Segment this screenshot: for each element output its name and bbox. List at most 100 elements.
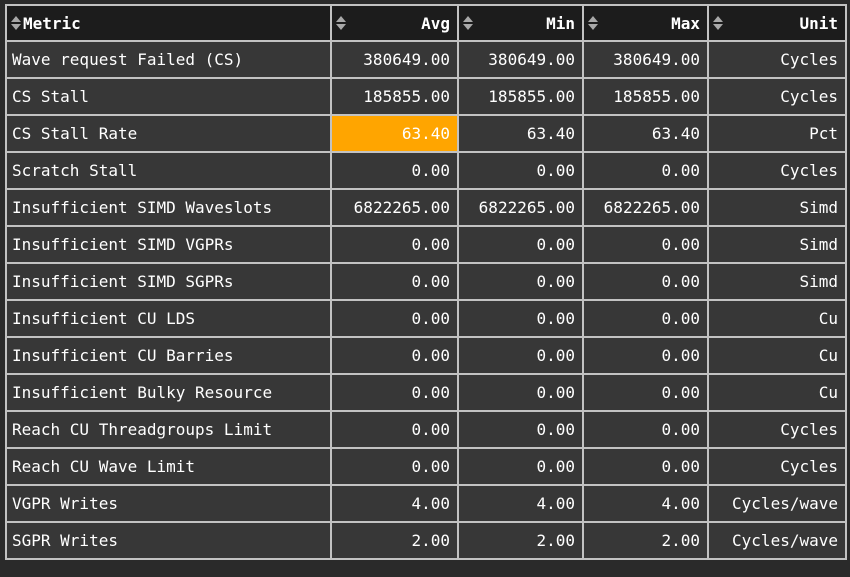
unit-cell[interactable]: Cycles/wave (707, 521, 847, 560)
metric-cell[interactable]: SGPR Writes (5, 521, 332, 560)
table-row: Reach CU Threadgroups Limit 0.00 0.00 0.00 C… (5, 410, 847, 449)
max-cell[interactable]: 6822265.00 (582, 188, 709, 227)
column-header-content: Avg (336, 14, 450, 33)
avg-cell[interactable]: 0.00 (330, 151, 459, 190)
min-cell[interactable]: 0.00 (457, 299, 584, 338)
column-header-min[interactable]: Min (457, 4, 584, 42)
column-header-max[interactable]: Max (582, 4, 709, 42)
metric-cell[interactable]: Reach CU Threadgroups Limit (5, 410, 332, 449)
metric-cell[interactable]: CS Stall Rate (5, 114, 332, 153)
avg-cell[interactable]: 185855.00 (330, 77, 459, 116)
unit-cell[interactable]: Cycles (707, 77, 847, 116)
max-cell[interactable]: 0.00 (582, 336, 709, 375)
max-cell[interactable]: 63.40 (582, 114, 709, 153)
min-cell[interactable]: 0.00 (457, 336, 584, 375)
min-cell[interactable]: 0.00 (457, 262, 584, 301)
avg-cell[interactable]: 0.00 (330, 336, 459, 375)
sort-arrows-icon[interactable] (11, 16, 21, 30)
min-cell[interactable]: 380649.00 (457, 40, 584, 79)
unit-cell[interactable]: Pct (707, 114, 847, 153)
metric-cell[interactable]: CS Stall (5, 77, 332, 116)
avg-cell[interactable]: 0.00 (330, 225, 459, 264)
unit-cell[interactable]: Cycles (707, 151, 847, 190)
sort-arrows-icon[interactable] (588, 16, 598, 30)
column-label: Unit (799, 13, 838, 33)
unit-cell[interactable]: Simd (707, 188, 847, 227)
avg-cell[interactable]: 0.00 (330, 262, 459, 301)
sort-arrows-icon[interactable] (336, 16, 346, 30)
max-cell[interactable]: 2.00 (582, 521, 709, 560)
table-row: Insufficient CU LDS 0.00 0.00 0.00 Cu (5, 299, 847, 338)
min-cell[interactable]: 0.00 (457, 373, 584, 412)
min-cell[interactable]: 185855.00 (457, 77, 584, 116)
max-cell[interactable]: 185855.00 (582, 77, 709, 116)
min-cell[interactable]: 0.00 (457, 151, 584, 190)
column-label: Metric (23, 13, 81, 33)
column-header-unit[interactable]: Unit (707, 4, 847, 42)
metric-cell[interactable]: Reach CU Wave Limit (5, 447, 332, 486)
min-cell[interactable]: 2.00 (457, 521, 584, 560)
table-row: Insufficient SIMD SGPRs 0.00 0.00 0.00 Simd (5, 262, 847, 301)
sort-up-arrow-icon (713, 16, 723, 22)
avg-cell[interactable]: 380649.00 (330, 40, 459, 79)
max-cell[interactable]: 0.00 (582, 447, 709, 486)
unit-cell[interactable]: Cycles (707, 447, 847, 486)
metric-cell[interactable]: Insufficient SIMD VGPRs (5, 225, 332, 264)
metric-cell[interactable]: Insufficient CU LDS (5, 299, 332, 338)
max-cell[interactable]: 0.00 (582, 262, 709, 301)
column-label: Avg (421, 13, 450, 33)
min-cell[interactable]: 0.00 (457, 447, 584, 486)
avg-cell[interactable]: 6822265.00 (330, 188, 459, 227)
sort-arrows-icon[interactable] (463, 16, 473, 30)
column-header-metric[interactable]: Metric (5, 4, 332, 42)
unit-cell[interactable]: Cycles (707, 410, 847, 449)
metrics-table: Metric Avg Min Max Unit Wave request Failed … (5, 4, 847, 560)
table-row: CS Stall 185855.00 185855.00 185855.00 Cycle… (5, 77, 847, 116)
table-row: VGPR Writes 4.00 4.00 4.00 Cycles/wave (5, 484, 847, 523)
metric-cell[interactable]: Insufficient SIMD Waveslots (5, 188, 332, 227)
unit-cell[interactable]: Cycles (707, 40, 847, 79)
max-cell[interactable]: 0.00 (582, 225, 709, 264)
avg-cell[interactable]: 2.00 (330, 521, 459, 560)
avg-cell[interactable]: 0.00 (330, 447, 459, 486)
min-cell[interactable]: 0.00 (457, 410, 584, 449)
unit-cell[interactable]: Cycles/wave (707, 484, 847, 523)
column-header-avg[interactable]: Avg (330, 4, 459, 42)
table-row: SGPR Writes 2.00 2.00 2.00 Cycles/wave (5, 521, 847, 560)
max-cell[interactable]: 0.00 (582, 299, 709, 338)
sort-down-arrow-icon (588, 24, 598, 30)
avg-cell[interactable]: 0.00 (330, 373, 459, 412)
max-cell[interactable]: 0.00 (582, 410, 709, 449)
min-cell[interactable]: 0.00 (457, 225, 584, 264)
unit-cell[interactable]: Simd (707, 262, 847, 301)
max-cell[interactable]: 4.00 (582, 484, 709, 523)
table-row: Insufficient CU Barries 0.00 0.00 0.00 Cu (5, 336, 847, 375)
metric-cell[interactable]: Insufficient CU Barries (5, 336, 332, 375)
min-cell[interactable]: 63.40 (457, 114, 584, 153)
metric-cell[interactable]: Wave request Failed (CS) (5, 40, 332, 79)
sort-up-arrow-icon (588, 16, 598, 22)
avg-cell[interactable]: 0.00 (330, 410, 459, 449)
table-body: Wave request Failed (CS) 380649.00 380649.… (5, 40, 847, 560)
metric-cell[interactable]: Scratch Stall (5, 151, 332, 190)
unit-cell[interactable]: Simd (707, 225, 847, 264)
metric-cell[interactable]: VGPR Writes (5, 484, 332, 523)
table-header: Metric Avg Min Max Unit (5, 4, 847, 42)
max-cell[interactable]: 380649.00 (582, 40, 709, 79)
selected-cell-highlighted[interactable]: 63.40 (330, 114, 459, 153)
min-cell[interactable]: 6822265.00 (457, 188, 584, 227)
avg-cell[interactable]: 0.00 (330, 299, 459, 338)
header-row: Metric Avg Min Max Unit (5, 4, 847, 42)
sort-arrows-icon[interactable] (713, 16, 723, 30)
metric-cell[interactable]: Insufficient SIMD SGPRs (5, 262, 332, 301)
table-row: Insufficient SIMD VGPRs 0.00 0.00 0.00 Simd (5, 225, 847, 264)
sort-up-arrow-icon (336, 16, 346, 22)
min-cell[interactable]: 4.00 (457, 484, 584, 523)
unit-cell[interactable]: Cu (707, 336, 847, 375)
unit-cell[interactable]: Cu (707, 373, 847, 412)
max-cell[interactable]: 0.00 (582, 151, 709, 190)
unit-cell[interactable]: Cu (707, 299, 847, 338)
metric-cell[interactable]: Insufficient Bulky Resource (5, 373, 332, 412)
max-cell[interactable]: 0.00 (582, 373, 709, 412)
avg-cell[interactable]: 4.00 (330, 484, 459, 523)
